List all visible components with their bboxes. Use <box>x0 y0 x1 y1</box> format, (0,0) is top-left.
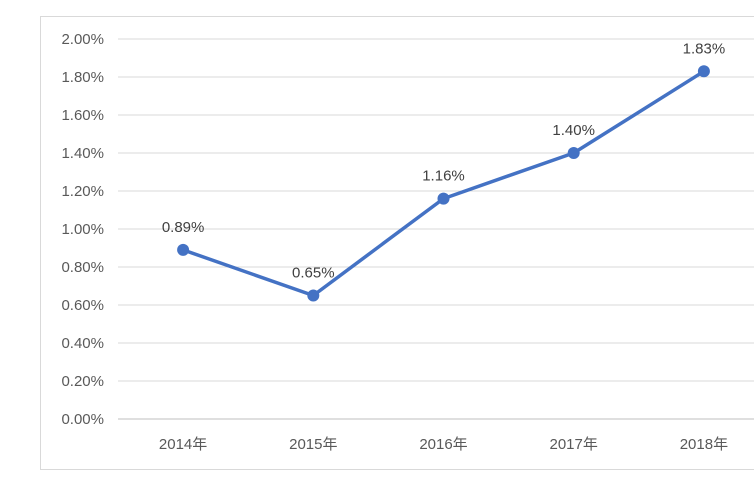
data-point-marker <box>437 192 450 205</box>
y-axis-tick-label: 0.80% <box>61 259 104 276</box>
data-point-marker <box>307 289 320 302</box>
y-axis-tick-label: 1.60% <box>61 107 104 124</box>
y-axis-tick-label: 0.60% <box>61 297 104 314</box>
data-point-marker <box>177 243 190 256</box>
gridlines-group <box>118 38 754 420</box>
data-point-label: 1.40% <box>552 122 595 139</box>
y-axis-tick-label: 0.00% <box>61 411 104 428</box>
y-axis-tick-label: 0.20% <box>61 373 104 390</box>
y-axis-tick-label: 1.80% <box>61 69 104 86</box>
y-axis-tick-label: 2.00% <box>61 31 104 48</box>
x-axis-tick-label: 2014年 <box>159 436 207 453</box>
data-point-marker <box>697 65 710 78</box>
line-chart: 0.00% 0.20% 0.40% 0.60% 0.80% 1.00% 1.20% 1.40%… <box>40 16 754 470</box>
x-axis-tick-label: 2018年 <box>680 436 728 453</box>
y-axis-labels-group: 0.00% 0.20% 0.40% 0.60% 0.80% 1.00% 1.20% 1.40%… <box>61 31 104 428</box>
x-axis-tick-label: 2017年 <box>550 436 598 453</box>
y-axis-tick-label: 1.40% <box>61 145 104 162</box>
data-point-label: 0.65% <box>292 265 335 282</box>
y-axis-tick-label: 1.20% <box>61 183 104 200</box>
data-point-marker <box>567 147 580 159</box>
data-point-label: 1.16% <box>422 168 465 185</box>
x-axis-labels-group: 2014年 2015年 2016年 2017年 2018年 <box>159 436 728 453</box>
y-axis-tick-label: 1.00% <box>61 221 104 238</box>
data-labels-group: 0.89% 0.65% 1.16% 1.40% 1.83% <box>162 40 725 281</box>
x-axis-tick-label: 2016年 <box>419 436 467 453</box>
x-axis-tick-label: 2015年 <box>289 436 337 453</box>
y-axis-tick-label: 0.40% <box>61 335 104 352</box>
line-chart-svg: 0.00% 0.20% 0.40% 0.60% 0.80% 1.00% 1.20% 1.40%… <box>61 31 754 453</box>
data-point-label: 0.89% <box>162 219 205 236</box>
series-line-group <box>177 65 710 302</box>
data-point-label: 1.83% <box>683 40 726 57</box>
